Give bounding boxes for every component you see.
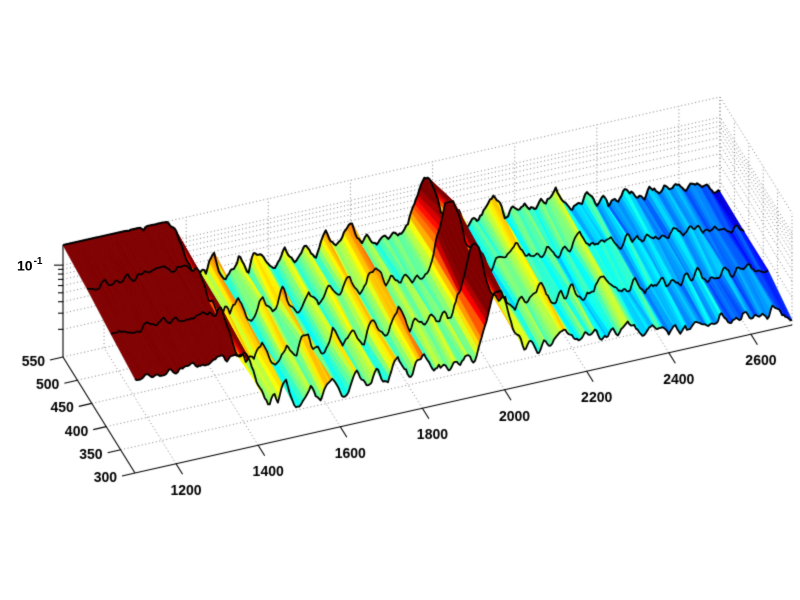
z-tick-base: 10 [17,257,33,274]
z-tick-exponent: -1 [33,256,43,267]
z-axis-tick-label: 10-1 [17,256,43,274]
